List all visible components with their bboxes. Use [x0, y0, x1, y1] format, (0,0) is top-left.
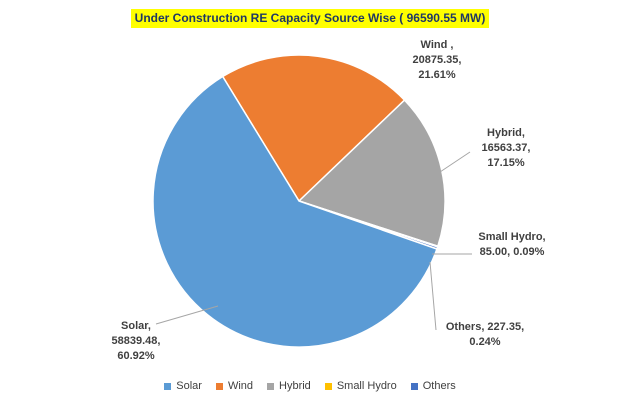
chart-title: Under Construction RE Capacity Source Wi… — [130, 9, 490, 28]
data-label-solar: Solar, 58839.48, 60.92% — [112, 320, 161, 362]
legend-swatch — [267, 382, 275, 390]
chart-legend: Solar Wind Hybrid Small Hydro Others — [0, 380, 620, 392]
data-label-small-hydro: Small Hydro, 85.00, 0.09% — [478, 231, 545, 258]
data-label-wind: Wind , 20875.35, 21.61% — [413, 39, 462, 81]
legend-item-hybrid: Hybrid — [267, 380, 311, 392]
title-wrap: Under Construction RE Capacity Source Wi… — [0, 9, 620, 28]
legend-item-wind: Wind — [215, 380, 254, 393]
legend-label: Hybrid — [279, 380, 311, 393]
data-label-hybrid: Hybrid, 16563.37, 17.15% — [482, 127, 531, 169]
pie-slice-solar — [152, 75, 438, 348]
leader-line-solar — [155, 305, 219, 325]
legend-label: Small Hydro — [336, 380, 397, 393]
legend-item-others: Others — [410, 380, 456, 393]
legend-swatch — [215, 382, 223, 390]
leader-line-others — [429, 261, 437, 331]
pie-slice-hybrid — [297, 99, 446, 248]
legend-label: Solar — [176, 380, 202, 393]
data-label-others: Others, 227.35, 0.24% — [446, 321, 524, 348]
legend-swatch — [410, 382, 418, 390]
legend-label: Wind — [227, 380, 254, 393]
pie-slice-wind — [221, 54, 406, 203]
legend-swatch — [324, 382, 332, 390]
leader-line-hybrid — [439, 151, 471, 173]
legend-item-solar: Solar — [164, 380, 202, 392]
legend-swatch — [164, 382, 172, 390]
legend-label: Others — [422, 380, 456, 393]
legend-item-small-hydro: Small Hydro — [324, 380, 397, 393]
